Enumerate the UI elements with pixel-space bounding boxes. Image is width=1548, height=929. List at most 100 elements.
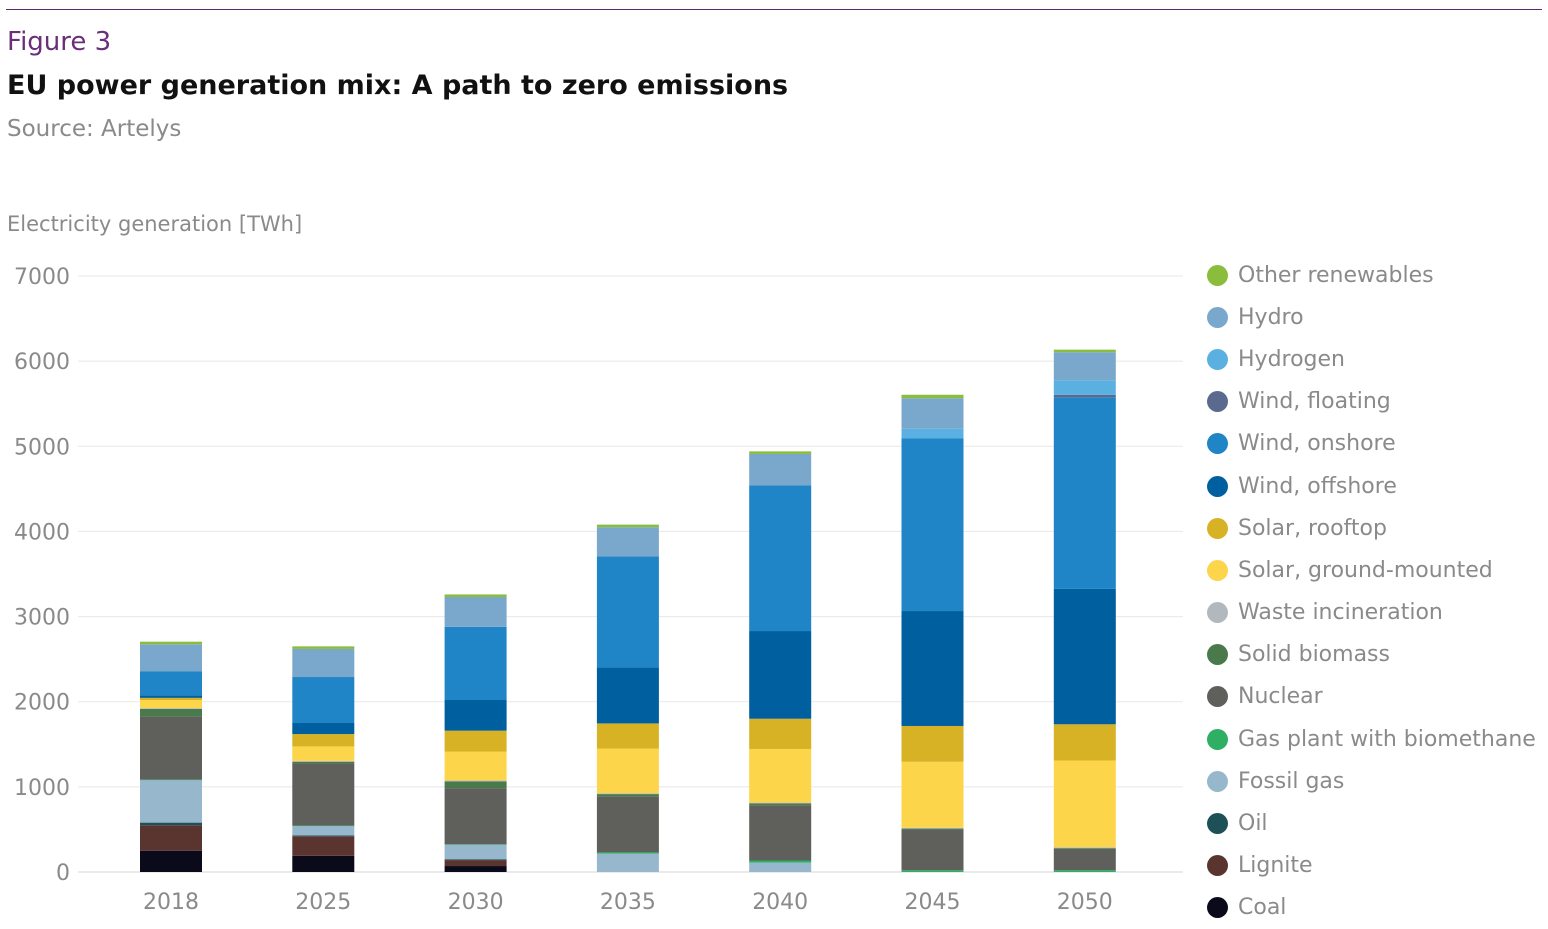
bar-segment-gas-plant-with-biomethane	[901, 870, 964, 872]
bar-segment-hydro	[901, 398, 964, 429]
bar-segment-wind-onshore	[444, 626, 507, 701]
bar-segment-hydrogen	[1053, 380, 1116, 395]
bar-segment-other-renewables	[596, 524, 659, 528]
bar-segment-fossil-gas	[444, 844, 507, 860]
bar-segment-waste-incineration	[901, 827, 964, 829]
legend-item: Hydro	[1207, 296, 1547, 338]
stacked-bar-chart: 0 1000 2000 3000 4000 5000 6000 7000 2018 2025 203…	[14, 265, 1183, 915]
bar-segment-fossil-gas	[749, 862, 812, 872]
bar-segment-coal	[140, 850, 202, 872]
bar-segment-gas-plant-with-biomethane	[292, 825, 355, 827]
bar-segment-other-renewables	[1053, 349, 1116, 353]
legend-label: Fossil gas	[1238, 768, 1345, 794]
bar-segment-wind-onshore	[596, 556, 659, 668]
legend-item: Other renewables	[1207, 254, 1547, 296]
legend-item: Solar, rooftop	[1207, 507, 1547, 549]
bar-segment-other-renewables	[444, 594, 507, 597]
bar-segment-wind-offshore	[596, 667, 659, 724]
y-tick-label: 2000	[14, 691, 70, 716]
bar-segment-waste-incineration	[444, 780, 507, 782]
bar-segment-wind-onshore	[1053, 397, 1116, 589]
bar-segment-solar-rooftop	[1053, 724, 1116, 761]
legend-item: Waste incineration	[1207, 592, 1547, 634]
bar-segment-solar-ground-mounted	[749, 748, 812, 803]
legend-item: Coal	[1207, 887, 1547, 929]
legend-swatch	[1207, 391, 1228, 413]
top-rule	[6, 9, 1542, 10]
legend-swatch	[1207, 559, 1228, 581]
y-axis-label: Electricity generation [TWh]	[7, 212, 303, 236]
bar-segment-coal	[444, 866, 507, 872]
x-tick-label: 2018	[143, 890, 199, 915]
legend-item: Lignite	[1207, 845, 1547, 887]
y-tick-label: 6000	[14, 350, 70, 375]
legend-label: Solid biomass	[1238, 642, 1390, 668]
bar-segment-waste-incineration	[1053, 847, 1116, 849]
x-tick-label: 2035	[600, 890, 656, 915]
bar-segment-wind-offshore	[1053, 588, 1116, 725]
bar-segment-waste-incineration	[292, 760, 355, 762]
bar-segment-nuclear	[901, 829, 964, 871]
bar-segment-nuclear	[596, 796, 659, 853]
bar-segment-wind-floating	[1053, 394, 1116, 398]
legend-label: Wind, offshore	[1238, 473, 1397, 499]
bar-segment-wind-onshore	[292, 677, 355, 723]
bar-segment-wind-offshore	[749, 631, 812, 719]
legend-label: Solar, rooftop	[1238, 515, 1387, 541]
legend-item: Wind, offshore	[1207, 465, 1547, 507]
bar-segment-hydro	[596, 527, 659, 557]
y-tick-label: 1000	[14, 776, 70, 801]
legend-label: Hydro	[1238, 304, 1304, 330]
chart-source: Source: Artelys	[7, 116, 182, 142]
bar-segment-wind-offshore	[901, 611, 964, 726]
bar-segment-solar-ground-mounted	[444, 751, 507, 781]
bar-segment-other-renewables	[749, 451, 812, 454]
chart-legend: Other renewables Hydro Hydrogen Wind, float…	[1207, 254, 1547, 929]
bar-segment-solid-biomass	[444, 781, 507, 789]
bar-segment-fossil-gas	[292, 826, 355, 836]
legend-swatch	[1207, 348, 1228, 370]
bar-segment-wind-offshore	[140, 695, 202, 698]
bar-segment-solar-rooftop	[749, 718, 812, 749]
bar-segment-gas-plant-with-biomethane	[444, 844, 507, 845]
legend-item: Solid biomass	[1207, 634, 1547, 676]
bar-segment-solar-rooftop	[901, 725, 964, 762]
bar-segment-lignite	[140, 825, 202, 851]
bar-segment-wind-onshore	[140, 671, 202, 696]
legend-item: Fossil gas	[1207, 760, 1547, 802]
bar-segment-hydro	[292, 648, 355, 678]
bar-segment-wind-offshore	[444, 700, 507, 731]
legend-label: Coal	[1238, 895, 1287, 921]
x-tick-label: 2040	[752, 890, 808, 915]
legend-item: Wind, floating	[1207, 381, 1547, 423]
bar-segment-nuclear	[444, 788, 507, 845]
bar-segment-hydro	[140, 644, 202, 672]
legend-label: Solar, ground-mounted	[1238, 557, 1493, 583]
chart-title: EU power generation mix: A path to zero …	[7, 70, 789, 101]
legend-swatch	[1207, 686, 1228, 708]
legend-label: Nuclear	[1238, 684, 1323, 710]
bar-segment-solid-biomass	[140, 708, 202, 717]
bar-segment-solar-rooftop	[596, 723, 659, 749]
legend-swatch	[1207, 644, 1228, 666]
bar-segment-solar-ground-mounted	[140, 700, 202, 709]
bar-segment-oil	[140, 822, 202, 826]
x-tick-label: 2030	[448, 890, 504, 915]
bar-segment-fossil-gas	[140, 780, 202, 823]
bar-segment-solar-ground-mounted	[596, 748, 659, 794]
figure-label: Figure 3	[7, 27, 112, 57]
legend-label: Wind, floating	[1238, 389, 1391, 415]
legend-item: Oil	[1207, 802, 1547, 844]
bar-segment-solid-biomass	[1053, 848, 1116, 850]
legend-swatch	[1207, 813, 1228, 835]
bar-segment-lignite	[292, 836, 355, 856]
bar-segment-lignite	[444, 860, 507, 867]
bar-segment-fossil-gas	[596, 853, 659, 872]
bar-segment-wind-offshore	[292, 723, 355, 735]
legend-label: Gas plant with biomethane	[1238, 726, 1536, 752]
bar-segment-wind-onshore	[901, 438, 964, 612]
legend-swatch	[1207, 264, 1228, 286]
legend-item: Gas plant with biomethane	[1207, 718, 1547, 760]
bar-segment-solid-biomass	[901, 828, 964, 830]
bar-segment-gas-plant-with-biomethane	[1053, 870, 1116, 872]
